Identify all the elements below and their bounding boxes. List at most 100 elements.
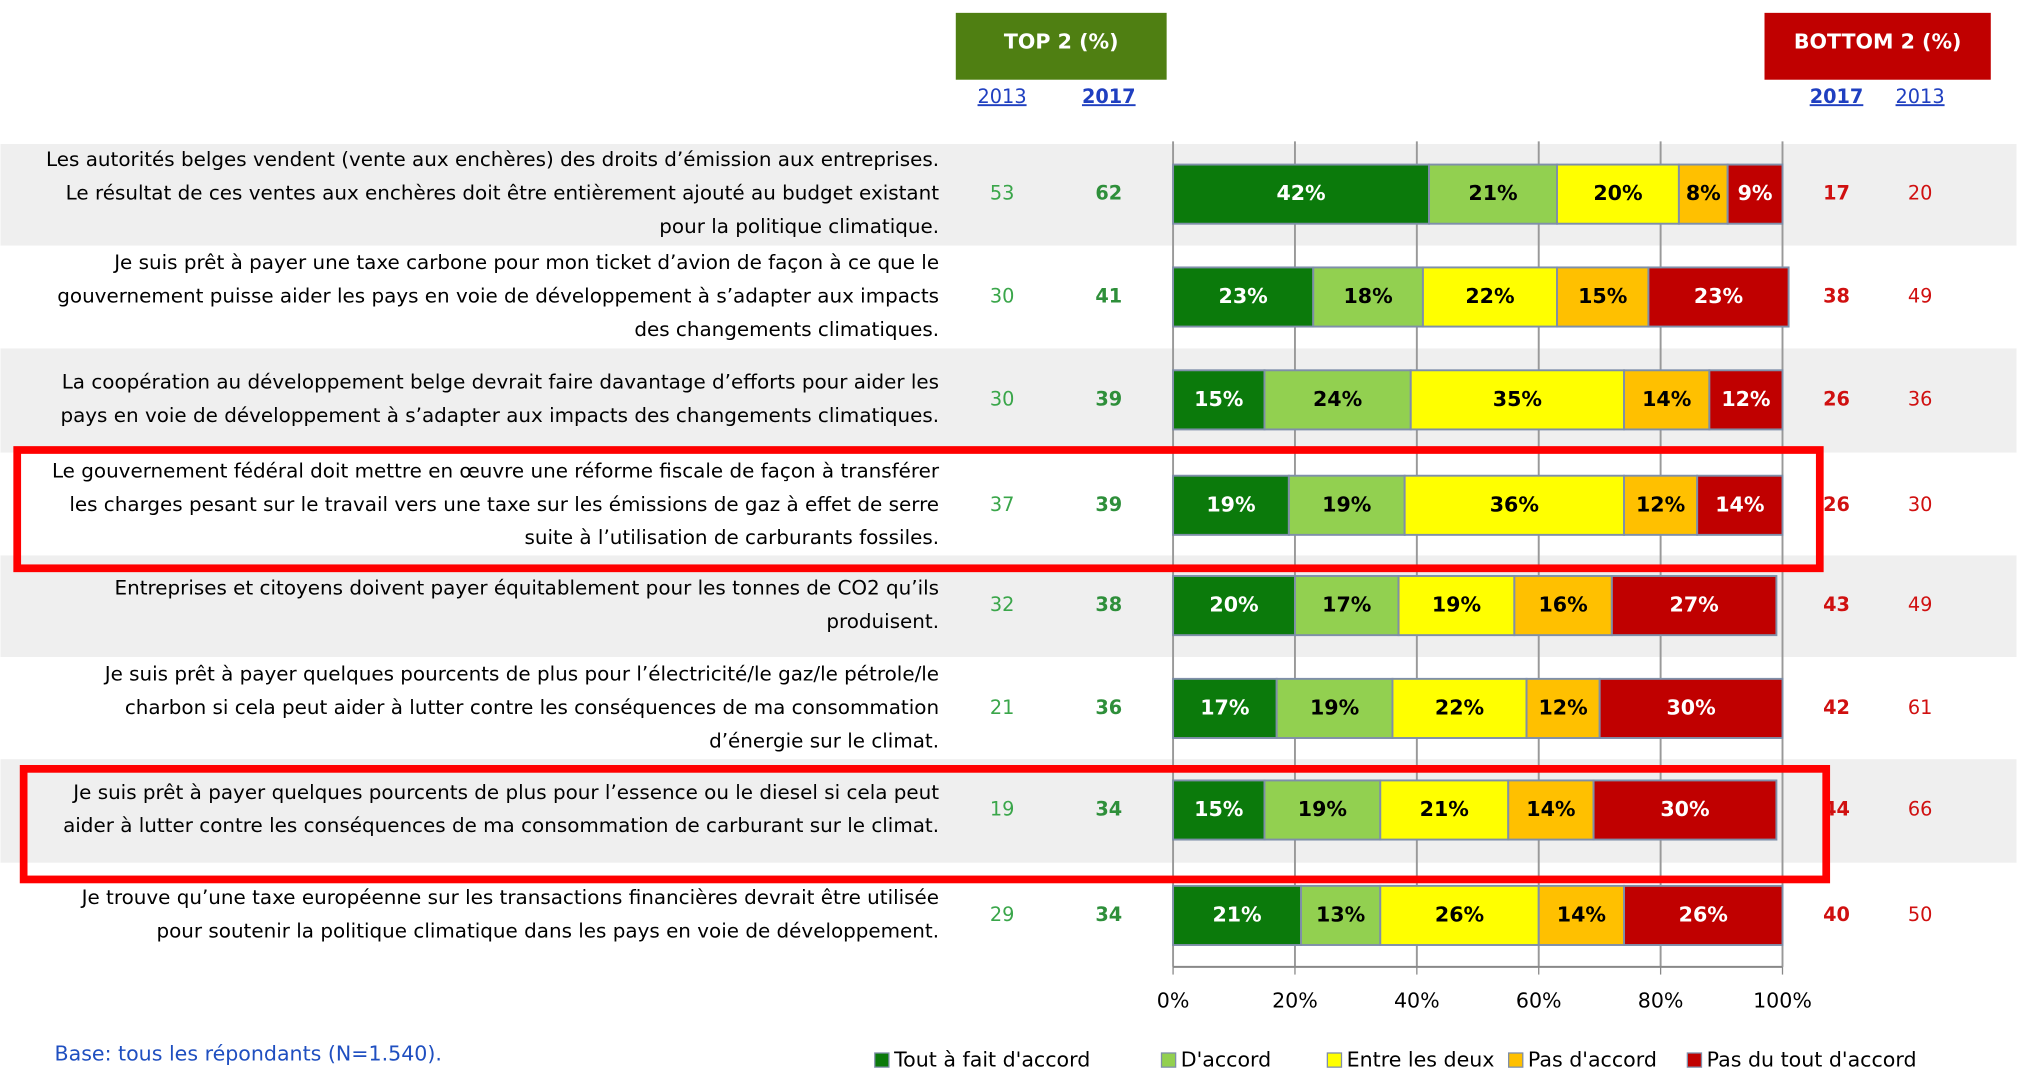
bar-segment xyxy=(1696,474,1784,536)
bar-segment xyxy=(1556,163,1680,225)
bar-segment xyxy=(1623,474,1699,536)
top2-value: 34 xyxy=(1095,798,1122,821)
statement-line: La coopération au développement belge de… xyxy=(62,371,939,394)
value-label: 19% xyxy=(1310,695,1359,719)
bar-segment xyxy=(1598,677,1784,739)
bar-segment xyxy=(1391,677,1528,739)
bar-segment xyxy=(1556,266,1650,328)
x-tick-label: 0% xyxy=(1157,989,1190,1013)
bar-segment xyxy=(1379,779,1510,841)
value-label: 30% xyxy=(1660,797,1709,821)
value-label: 19% xyxy=(1322,492,1371,516)
year-header: 2013 xyxy=(978,85,1027,108)
bar-segment xyxy=(1172,677,1278,739)
statement-line: Les autorités belges vendent (vente aux … xyxy=(46,148,939,171)
top2-value: 62 xyxy=(1095,182,1122,205)
bottom2-value: 42 xyxy=(1823,696,1850,719)
top2-value: 29 xyxy=(990,903,1015,926)
highlight-box xyxy=(19,765,1831,884)
top2-value: 38 xyxy=(1095,593,1122,616)
bottom2-value: 49 xyxy=(1908,285,1933,308)
value-label: 23% xyxy=(1694,284,1743,308)
bar-segment xyxy=(1409,369,1626,431)
statement-line: Entreprises et citoyens doivent payer éq… xyxy=(115,576,940,599)
value-label: 12% xyxy=(1721,387,1770,411)
statement-line: suite à l’utilisation de carburants foss… xyxy=(525,526,940,549)
statement-line: pour la politique climatique. xyxy=(659,215,939,238)
bar-segment xyxy=(1287,474,1406,536)
statement-line: pays en voie de développement à s’adapte… xyxy=(60,404,939,427)
bottom2-value: 43 xyxy=(1823,593,1850,616)
bar-segment xyxy=(1172,884,1303,946)
bar-segment xyxy=(1172,474,1290,536)
value-label: 15% xyxy=(1194,797,1243,821)
value-label: 12% xyxy=(1538,695,1587,719)
bottom2-value: 38 xyxy=(1823,285,1850,308)
value-label: 17% xyxy=(1200,695,1249,719)
top2-value: 34 xyxy=(1095,903,1122,926)
bar-segment xyxy=(1647,266,1790,328)
bar-segment xyxy=(1623,884,1784,946)
top2-value: 53 xyxy=(990,182,1015,205)
bottom2-value: 40 xyxy=(1823,903,1850,926)
value-label: 26% xyxy=(1435,902,1484,926)
bar-segment xyxy=(1172,163,1430,225)
statement-line: d’énergie sur le climat. xyxy=(709,729,939,752)
bar-segment xyxy=(1525,677,1601,739)
highlight-box xyxy=(13,446,1824,573)
value-label: 24% xyxy=(1313,387,1362,411)
statement-line: Le gouvernement fédéral doit mettre en œ… xyxy=(52,459,940,482)
x-tick-label: 80% xyxy=(1638,989,1684,1013)
bar-segment xyxy=(1172,575,1296,637)
top2-value: 19 xyxy=(990,798,1015,821)
bottom2-title: BOTTOM 2 (%) xyxy=(1794,29,1962,53)
bottom2-value: 49 xyxy=(1908,593,1933,616)
bar-segment xyxy=(1397,575,1516,637)
top2-value: 39 xyxy=(1095,387,1122,410)
statement-line: Je suis prêt à payer une taxe carbone po… xyxy=(112,251,939,274)
bottom2-value: 26 xyxy=(1823,493,1850,516)
legend-swatch xyxy=(1508,1052,1524,1068)
year-header: 2013 xyxy=(1896,85,1945,108)
top2-title: TOP 2 (%) xyxy=(1004,29,1119,53)
top2-value: 30 xyxy=(990,387,1015,410)
legend-swatch xyxy=(1326,1052,1343,1068)
bar-segment xyxy=(1312,266,1424,328)
bottom2-value: 20 xyxy=(1908,182,1933,205)
value-label: 22% xyxy=(1435,695,1484,719)
value-label: 21% xyxy=(1212,902,1261,926)
statement-line: charbon si cela peut aider à lutter cont… xyxy=(125,696,939,719)
value-label: 21% xyxy=(1420,797,1469,821)
top2-value: 32 xyxy=(990,593,1015,616)
value-label: 30% xyxy=(1666,695,1715,719)
bottom2-value: 30 xyxy=(1908,493,1933,516)
statement-line: gouvernement puisse aider les pays en vo… xyxy=(57,285,939,308)
value-label: 19% xyxy=(1206,492,1255,516)
bar-segment xyxy=(1293,575,1400,637)
legend-label: Tout à fait d'accord xyxy=(893,1048,1090,1071)
value-label: 42% xyxy=(1276,181,1325,205)
bottom2-value: 66 xyxy=(1908,798,1933,821)
x-tick-label: 20% xyxy=(1272,989,1318,1013)
base-note: Base: tous les répondants (N=1.540). xyxy=(55,1041,442,1065)
value-label: 8% xyxy=(1686,181,1721,205)
bottom2-value: 61 xyxy=(1908,696,1933,719)
value-label: 9% xyxy=(1738,181,1773,205)
x-tick-label: 40% xyxy=(1394,989,1440,1013)
statement-line: Je trouve qu’une taxe européenne sur les… xyxy=(80,886,939,909)
bar-segment xyxy=(1708,369,1784,431)
bar-segment xyxy=(1263,779,1382,841)
legend-label: Pas d'accord xyxy=(1528,1048,1657,1071)
bar-segment xyxy=(1379,884,1540,946)
statement-line: Je suis prêt à payer quelques pourcents … xyxy=(71,781,939,804)
value-label: 13% xyxy=(1316,902,1365,926)
legend-swatch xyxy=(1160,1052,1177,1068)
value-label: 20% xyxy=(1593,181,1642,205)
top2-value: 37 xyxy=(990,493,1015,516)
statement-line: les charges pesant sur le travail vers u… xyxy=(69,493,939,516)
value-label: 23% xyxy=(1219,284,1268,308)
year-header: 2017 xyxy=(1810,85,1864,108)
bar-segment xyxy=(1623,369,1711,431)
bar-segment xyxy=(1592,779,1778,841)
